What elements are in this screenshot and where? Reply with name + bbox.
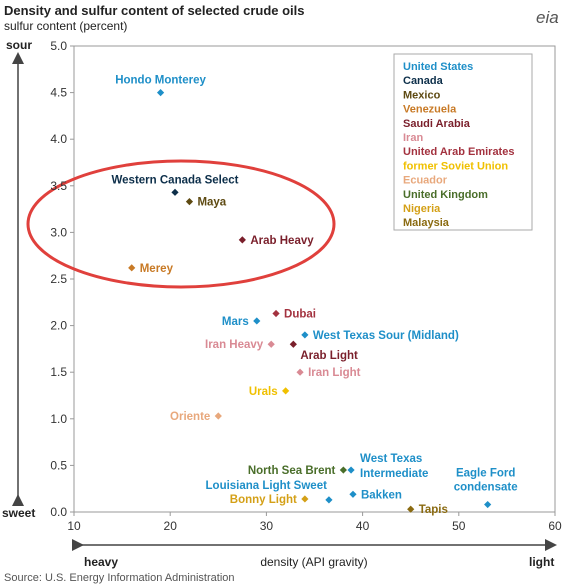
legend-entry: former Soviet Union [403,160,508,172]
heavy-label: heavy [84,555,118,569]
data-point [301,331,309,339]
y-tick-label: 0.5 [50,458,67,472]
data-point [238,236,246,244]
point-label: North Sea Brent [248,465,336,477]
x-tick-label: 20 [164,519,178,533]
legend: United States Canada Mexico Venezuela Saudi … [403,61,514,229]
y-tick-label: 3.0 [50,225,67,239]
data-point [484,500,492,509]
light-label: light [529,555,554,569]
legend-entry: Iran [403,132,423,144]
legend-entry: United Kingdom [403,189,488,201]
legend-entry: United States [403,61,473,73]
data-point [296,368,304,376]
x-tick-label: 30 [260,519,274,533]
point-label: Eagle Ford condensate [454,468,518,494]
data-point [282,387,290,395]
point-label: Bonny Light [230,494,297,506]
point-label: West Texas Intermediate [360,453,428,480]
y-tick-label: 2.5 [50,272,67,286]
y-tick-label: 4.0 [50,132,67,146]
x-tick-label: 40 [356,519,370,533]
data-point [171,188,179,196]
source-note: Source: U.S. Energy Information Administ… [4,572,235,584]
x-tick-label: 60 [548,519,562,533]
legend-entry: Malaysia [403,217,450,229]
data-point [289,340,297,348]
legend-entry: Canada [403,75,444,87]
point-label: Arab Light [300,350,358,362]
data-point [349,490,357,498]
y-ticks: 0.0 0.5 1.0 1.5 2.0 2.5 3.0 3.5 4.0 4.5 5.0 [50,39,74,519]
legend-entry: Venezuela [403,104,457,116]
x-axis-label: density (API gravity) [260,555,367,569]
x-tick-label: 10 [67,519,81,533]
data-point [185,198,194,206]
y-tick-label: 1.5 [50,365,67,379]
point-label: Western Canada Select [112,174,239,186]
legend-box [393,53,533,231]
point-label: Louisiana Light Sweet [206,480,328,492]
data-point [347,466,355,474]
chart-subtitle: sulfur content (percent) [4,19,128,33]
y-tick-label: 3.5 [50,179,67,193]
data-point [272,309,280,318]
point-label: Iran Light [308,367,361,379]
point-label: Maya [197,197,226,209]
y-tick-label: 1.0 [50,412,67,426]
sour-label: sour [6,38,32,52]
data-point [156,89,165,97]
point-label: Iran Heavy [205,339,264,351]
data-point [339,466,347,474]
y-tick-label: 4.5 [50,86,67,100]
point-label: West Texas Sour (Midland) [313,330,459,342]
point-label: Bakken [361,489,402,501]
eia-logo: eia [536,8,559,27]
y-tick-label: 5.0 [50,39,67,53]
point-label: Oriente [170,411,210,423]
legend-entry: United Arab Emirates [403,146,514,158]
x-ticks: 10 20 30 40 50 60 [67,512,562,533]
x-tick-label: 50 [452,519,466,533]
point-label: Urals [249,386,278,398]
sweet-label: sweet [2,506,35,520]
point-label: Hondo Monterey [115,75,206,87]
point-label: Mars [222,316,249,328]
chart-title: Density and sulfur content of selected c… [4,3,305,18]
data-points: Hondo Monterey Western Canada Select Maya A… [112,75,518,517]
y-tick-label: 0.0 [50,505,67,519]
y-tick-label: 2.0 [50,319,67,333]
legend-entry: Mexico [403,89,441,101]
data-point [301,495,309,503]
heavy-sour-highlight [26,159,336,289]
legend-entry: Saudi Arabia [403,118,471,130]
point-label: Tapis [419,504,448,516]
legend-entry: Ecuador [403,175,448,187]
data-point [267,340,275,348]
legend-entry: Nigeria [403,203,441,215]
data-point [253,317,261,325]
point-label: Arab Heavy [250,235,314,247]
data-point [214,412,222,420]
point-label: Merey [140,263,174,275]
point-label: Dubai [284,308,316,320]
data-point [407,505,415,513]
data-point [128,264,136,272]
data-point [325,496,333,504]
